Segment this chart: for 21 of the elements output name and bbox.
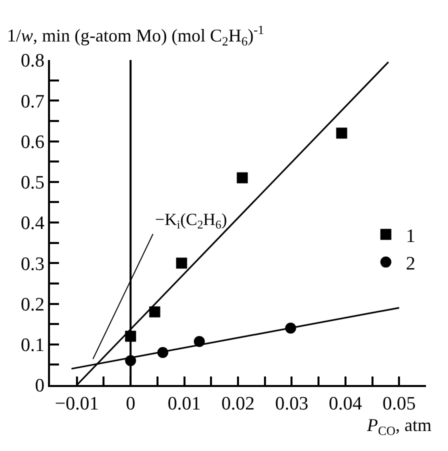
- legend-label: 1: [406, 226, 416, 247]
- x-tick-label: −0.01: [54, 394, 99, 415]
- y-tick-label: 0.6: [20, 132, 44, 153]
- x-tick-label: 0.03: [275, 394, 308, 415]
- x-tick-label: 0.05: [382, 394, 416, 415]
- x-tick-label: 0.02: [221, 394, 255, 415]
- legend-label: 2: [406, 253, 416, 274]
- y-tick-label: 0.5: [20, 172, 44, 194]
- y-axis-title: 1/w, min (g-atom Mo) (mol C$_{2}$H$_{6}$)$^{-1}$: [7, 23, 264, 48]
- y-tick-label: 0.7: [20, 91, 44, 112]
- y-tick-label: 0.2: [20, 294, 44, 316]
- annotation: −K$_{i}$(C$_{2}$H$_{6}$): [155, 210, 228, 232]
- y-tick-label: 0: [34, 376, 44, 397]
- x-tick-label: 0: [126, 394, 136, 415]
- y-tick-label: 0.8: [20, 50, 44, 72]
- x-tick-label: 0.01: [168, 394, 201, 415]
- x-tick-label: 0.04: [328, 394, 363, 415]
- y-tick-label: 0.1: [20, 335, 44, 356]
- x-axis-title: P$_{CO}$, atm: [366, 415, 432, 438]
- y-tick-label: 0.3: [20, 254, 44, 275]
- y-tick-label: 0.4: [20, 213, 45, 234]
